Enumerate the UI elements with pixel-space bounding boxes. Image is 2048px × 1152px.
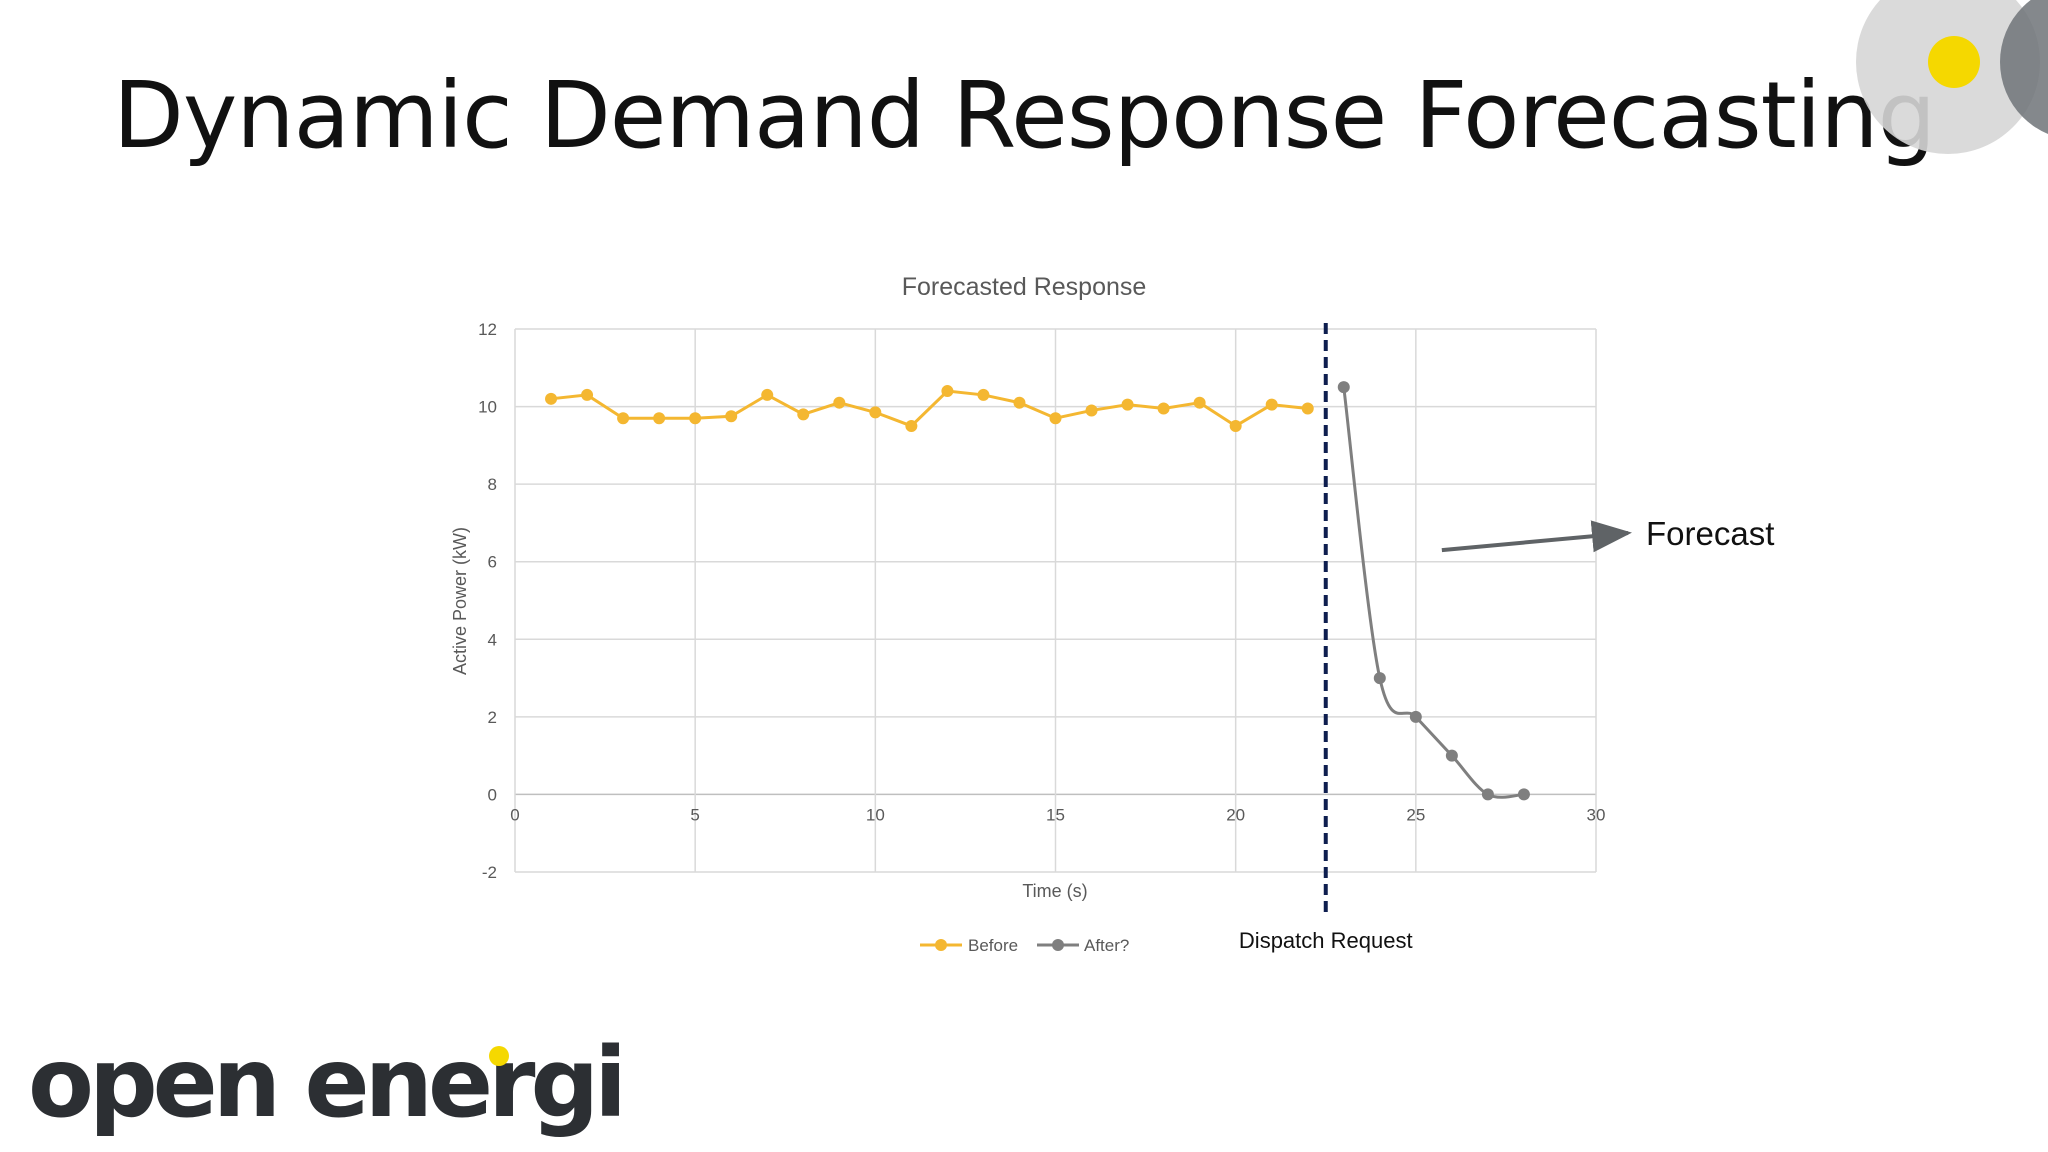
data-point bbox=[1229, 419, 1242, 432]
y-tick-label: 8 bbox=[488, 475, 497, 494]
data-point bbox=[581, 388, 594, 401]
y-tick-label: 2 bbox=[488, 708, 497, 727]
data-point bbox=[1121, 398, 1134, 411]
x-axis-label: Time (s) bbox=[1022, 881, 1087, 901]
logo-dot-icon bbox=[489, 1046, 509, 1066]
data-point bbox=[977, 388, 990, 401]
legend-label: After? bbox=[1084, 936, 1129, 955]
data-point bbox=[1085, 404, 1098, 417]
x-tick-label: 25 bbox=[1406, 805, 1425, 824]
y-axis-ticks: -2 0 2 4 6 8 10 12 bbox=[478, 320, 497, 882]
x-tick-label: 10 bbox=[866, 805, 885, 824]
y-tick-label: 0 bbox=[488, 785, 497, 804]
data-point bbox=[653, 412, 666, 425]
x-tick-label: 15 bbox=[1046, 805, 1065, 824]
x-axis-ticks: 0 5 10 15 20 25 30 bbox=[510, 805, 1605, 824]
data-point bbox=[1265, 398, 1278, 411]
data-point bbox=[1301, 402, 1314, 415]
data-point bbox=[1049, 412, 1062, 425]
y-tick-label: 10 bbox=[478, 398, 497, 417]
dark-circle-icon bbox=[2000, 0, 2048, 134]
data-point bbox=[1481, 788, 1494, 801]
forecast-label: Forecast bbox=[1646, 515, 1774, 552]
data-point bbox=[1517, 788, 1530, 801]
y-tick-label: -2 bbox=[482, 863, 497, 882]
data-point bbox=[905, 419, 918, 432]
data-point bbox=[1193, 396, 1206, 409]
plot-grid bbox=[514, 328, 1597, 873]
data-point bbox=[1373, 672, 1386, 685]
data-point bbox=[725, 410, 738, 423]
x-tick-label: 30 bbox=[1587, 805, 1606, 824]
data-point bbox=[869, 406, 882, 419]
y-tick-label: 4 bbox=[488, 630, 497, 649]
open-energi-logo: open energi bbox=[28, 1027, 627, 1139]
series-line-0 bbox=[550, 389, 1308, 428]
series-line-1 bbox=[1342, 386, 1525, 799]
slide-title: Dynamic Demand Response Forecasting bbox=[112, 62, 1936, 169]
y-tick-label: 12 bbox=[478, 320, 497, 339]
yellow-dot-icon bbox=[1928, 36, 1980, 88]
data-point bbox=[761, 388, 774, 401]
chart-title: Forecasted Response bbox=[902, 273, 1147, 301]
forecast-arrow bbox=[1441, 520, 1632, 553]
dispatch-request-label: Dispatch Request bbox=[1239, 928, 1413, 953]
x-tick-label: 0 bbox=[510, 805, 519, 824]
x-tick-label: 20 bbox=[1226, 805, 1245, 824]
data-point bbox=[1445, 749, 1458, 762]
data-point bbox=[941, 385, 954, 398]
y-tick-label: 6 bbox=[488, 553, 497, 572]
decorative-circles bbox=[1856, 0, 2048, 154]
y-axis-label: Active Power (kW) bbox=[450, 527, 470, 675]
legend-swatch-marker bbox=[935, 939, 947, 951]
data-point bbox=[1337, 381, 1350, 394]
data-point bbox=[689, 412, 702, 425]
data-point bbox=[617, 412, 630, 425]
chart-legend: Before After? bbox=[920, 936, 1129, 955]
data-point bbox=[1409, 710, 1422, 723]
data-point bbox=[545, 392, 558, 405]
data-point bbox=[833, 396, 846, 409]
data-point bbox=[797, 408, 810, 421]
legend-swatch-marker bbox=[1052, 939, 1064, 951]
legend-label: Before bbox=[968, 936, 1018, 955]
x-tick-label: 5 bbox=[690, 805, 699, 824]
data-point bbox=[1157, 402, 1170, 415]
chart-series bbox=[545, 381, 1530, 801]
data-point bbox=[1013, 396, 1026, 409]
chart-annotations: Dispatch Request Forecast bbox=[1239, 323, 1774, 953]
